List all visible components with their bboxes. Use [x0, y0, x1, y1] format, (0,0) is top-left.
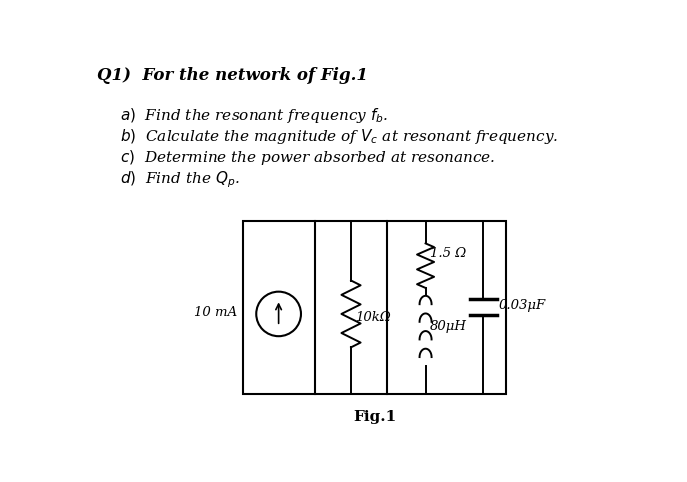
Text: 10kΩ: 10kΩ: [355, 311, 391, 324]
Text: 10 mA: 10 mA: [194, 306, 238, 319]
Text: $a)$  Find the resonant frequency $f_b$.: $a)$ Find the resonant frequency $f_b$.: [120, 106, 389, 125]
Text: $d)$  Find the $\mathit{Q_p}$.: $d)$ Find the $\mathit{Q_p}$.: [120, 170, 240, 190]
Text: $b)$  Calculate the magnitude of $\mathit{V_c}$ at resonant frequency.: $b)$ Calculate the magnitude of $\mathit…: [120, 127, 559, 146]
Text: 1.5 Ω: 1.5 Ω: [430, 247, 466, 260]
Text: 0.03μF: 0.03μF: [499, 299, 546, 312]
Text: Q1)  For the network of Fig.1: Q1) For the network of Fig.1: [96, 67, 368, 84]
Text: $c)$  Determine the power absorbed at resonance.: $c)$ Determine the power absorbed at res…: [120, 148, 496, 167]
Bar: [243, 221, 506, 394]
Text: Fig.1: Fig.1: [353, 411, 396, 425]
Text: 80μH: 80μH: [430, 321, 466, 334]
